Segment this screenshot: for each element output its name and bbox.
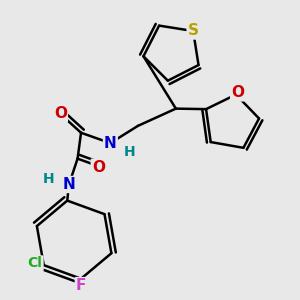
Text: O: O bbox=[92, 160, 105, 175]
Text: O: O bbox=[54, 106, 67, 121]
Text: S: S bbox=[188, 23, 199, 38]
Text: N: N bbox=[104, 136, 117, 151]
Text: O: O bbox=[231, 85, 244, 100]
Text: H: H bbox=[124, 145, 135, 159]
Text: N: N bbox=[63, 177, 75, 192]
Text: Cl: Cl bbox=[28, 256, 43, 270]
Text: F: F bbox=[76, 278, 86, 293]
Text: H: H bbox=[43, 172, 54, 186]
